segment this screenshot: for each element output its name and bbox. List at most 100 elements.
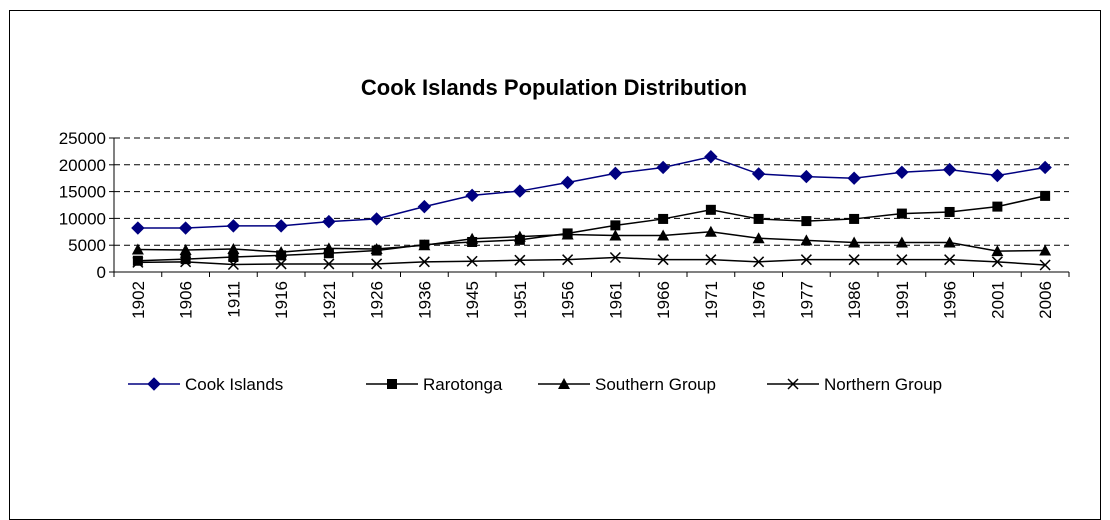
data-point-x [944, 254, 956, 266]
data-point-diamond [226, 219, 241, 233]
data-point-square [387, 379, 397, 389]
data-point-diamond [1038, 160, 1052, 175]
data-point-x [705, 254, 717, 266]
legend: Cook Islands Rarotonga Southern Group North… [128, 375, 942, 394]
data-point-x [275, 258, 287, 270]
data-point-x [1039, 259, 1051, 271]
data-point-square [228, 251, 239, 262]
data-point-square [753, 213, 764, 224]
x-tick-label: 1971 [702, 281, 721, 319]
data-point-x [848, 254, 860, 266]
data-point-diamond [608, 166, 623, 181]
x-tick-label: 1936 [415, 281, 434, 319]
y-tick-label: 15000 [59, 183, 106, 202]
data-point-diamond [147, 377, 161, 391]
data-point-triangle [609, 229, 622, 241]
data-point-square [658, 213, 669, 224]
data-point-triangle [657, 229, 670, 241]
data-point-x [371, 258, 383, 270]
data-point-square [944, 206, 955, 217]
data-point-triangle [991, 245, 1004, 257]
x-tick-label: 1911 [224, 281, 243, 318]
data-point-x [323, 258, 335, 270]
y-tick-label: 5000 [68, 236, 106, 255]
series-southern-group [131, 225, 1052, 258]
legend-item: Southern Group [538, 375, 716, 394]
data-point-triangle [513, 230, 526, 242]
x-tick-label: 1921 [320, 281, 339, 319]
data-point-square [896, 208, 907, 219]
x-tick-label: 1945 [463, 281, 482, 319]
x-tick-label: 1991 [893, 281, 912, 319]
data-point-triangle [752, 232, 765, 244]
data-point-square [610, 220, 621, 231]
series-cook-islands [131, 150, 1052, 235]
series-line [137, 256, 1046, 266]
data-point-x [800, 254, 812, 266]
x-tick-label: 1977 [797, 281, 816, 319]
chart-title: Cook Islands Population Distribution [361, 75, 747, 100]
series-line [137, 195, 1046, 262]
data-point-triangle [848, 236, 861, 248]
data-point-x [418, 256, 430, 268]
data-point-x [991, 256, 1003, 268]
data-point-diamond [417, 199, 432, 214]
data-point-triangle [179, 244, 192, 256]
data-point-x [562, 254, 574, 266]
axes [113, 138, 1069, 273]
data-point-diamond [369, 212, 384, 226]
data-point-triangle [418, 239, 431, 251]
data-point-diamond [465, 188, 479, 203]
data-point-square [705, 204, 716, 215]
data-point-triangle [370, 242, 383, 254]
y-tick-label: 25000 [59, 129, 106, 148]
data-point-x [609, 251, 621, 264]
data-point-square [180, 254, 191, 265]
data-point-square [1040, 190, 1051, 201]
x-tick-label: 1906 [177, 281, 196, 319]
data-point-x [753, 256, 765, 268]
data-point-x [896, 254, 908, 266]
data-point-x [180, 256, 192, 268]
legend-label: Northern Group [824, 375, 942, 394]
data-point-diamond [274, 219, 288, 233]
data-point-diamond [178, 221, 193, 235]
y-axis-ticks: 0 5000 10000 15000 20000 25000 [59, 129, 114, 282]
data-point-triangle [558, 378, 570, 389]
data-point-x [466, 255, 478, 267]
x-tick-label: 1951 [511, 281, 530, 319]
data-point-diamond [131, 221, 145, 235]
series-northern-group [132, 251, 1051, 271]
series-line [137, 155, 1046, 229]
legend-item: Rarotonga [366, 375, 503, 394]
data-point-triangle [227, 242, 240, 254]
data-point-triangle [800, 234, 813, 246]
x-tick-label: 1916 [272, 281, 291, 319]
x-tick-label: 1926 [368, 281, 387, 319]
data-point-triangle [943, 236, 956, 248]
series-group [131, 150, 1052, 271]
data-point-diamond [751, 167, 766, 181]
line-chart: Cook Islands Population Distribution 0 50… [59, 75, 1070, 394]
data-point-diamond [656, 160, 670, 175]
data-point-x [514, 254, 526, 266]
data-point-diamond [322, 214, 336, 229]
data-point-triangle [322, 242, 335, 254]
data-point-x [132, 256, 144, 268]
x-tick-label: 2006 [1036, 281, 1055, 319]
x-tick-label: 1986 [845, 281, 864, 319]
data-point-x [657, 254, 669, 266]
data-point-triangle [275, 246, 288, 258]
legend-item: Cook Islands [128, 375, 283, 394]
data-point-triangle [1039, 244, 1052, 256]
series-line [137, 231, 1046, 253]
data-point-diamond [560, 175, 575, 190]
data-point-diamond [847, 171, 861, 185]
data-point-diamond [513, 184, 527, 198]
data-point-triangle [131, 243, 144, 255]
data-point-diamond [942, 162, 957, 177]
data-point-diamond [799, 169, 814, 184]
x-tick-label: 1966 [654, 281, 673, 319]
series-rarotonga [132, 190, 1051, 266]
chart-frame [9, 10, 1101, 520]
